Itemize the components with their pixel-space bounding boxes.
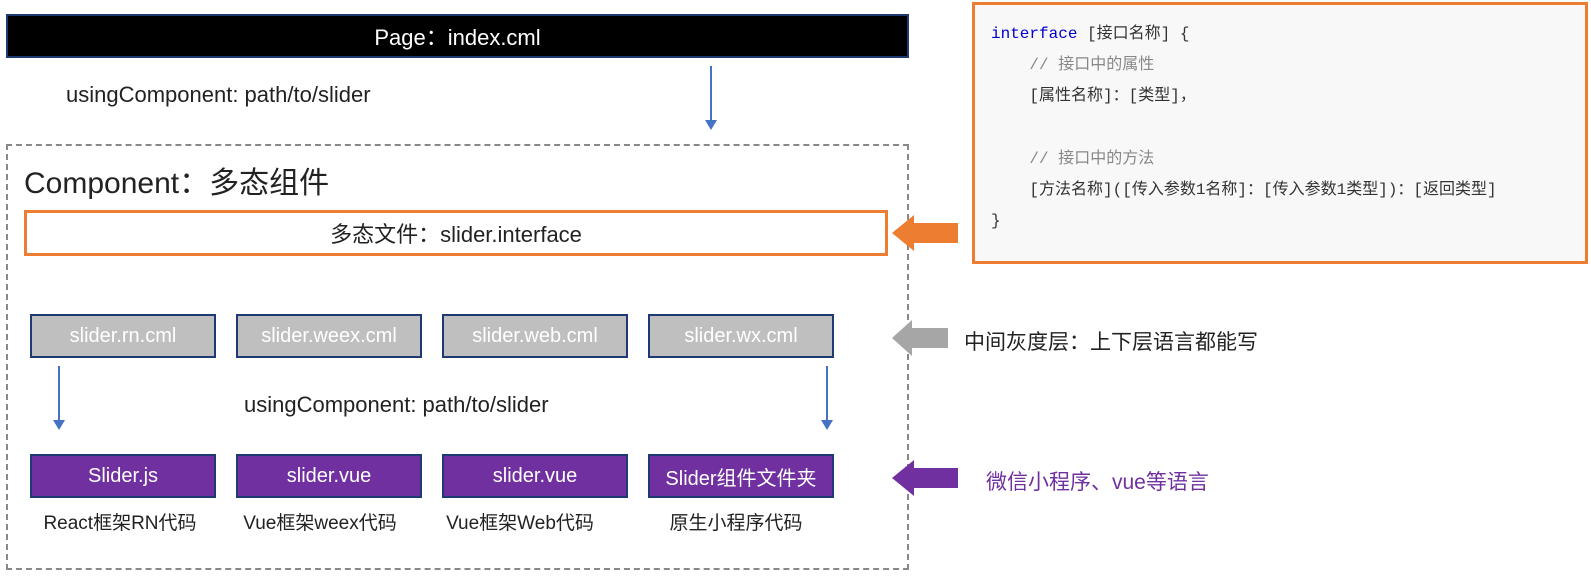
arrow-left-icon (892, 460, 958, 496)
using-component-top-text: usingComponent: path/to/slider (66, 82, 371, 107)
note-gray-text: 中间灰度层：上下层语言都能写 (964, 331, 1258, 354)
impl-caption-text: 原生小程序代码 (669, 513, 802, 534)
impl-caption: React框架RN代码 (20, 508, 220, 535)
cml-box-wx: slider.wx.cml (648, 314, 834, 358)
note-gray: 中间灰度层：上下层语言都能写 (964, 326, 1258, 356)
code-keyword: interface (991, 25, 1077, 43)
code-text: [接口名称] { (1077, 25, 1189, 43)
page-bar: Page：index.cml (6, 14, 909, 58)
impl-caption-text: React框架RN代码 (43, 513, 196, 534)
impl-caption: 原生小程序代码 (636, 508, 836, 535)
using-component-mid: usingComponent: path/to/slider (244, 392, 549, 418)
code-comment: // 接口中的属性 (991, 56, 1154, 74)
impl-box-rn: Slider.js (30, 454, 216, 498)
impl-box-label: slider.vue (493, 465, 578, 488)
using-component-mid-text: usingComponent: path/to/slider (244, 392, 549, 417)
using-component-top: usingComponent: path/to/slider (66, 82, 371, 108)
impl-box-weex: slider.vue (236, 454, 422, 498)
impl-box-label: Slider组件文件夹 (665, 462, 816, 491)
interface-bar: 多态文件：slider.interface (24, 210, 888, 256)
note-purple: 微信小程序、vue等语言 (986, 466, 1209, 496)
impl-box-web: slider.vue (442, 454, 628, 498)
impl-caption: Vue框架Web代码 (420, 508, 620, 535)
cml-box-label: slider.weex.cml (261, 325, 397, 348)
page-bar-label: Page：index.cml (374, 20, 540, 52)
interface-bar-label: 多态文件：slider.interface (330, 217, 582, 249)
impl-caption: Vue框架weex代码 (220, 508, 420, 535)
code-text: [方法名称]([传入参数1名称]：[传入参数1类型])：[返回类型] (991, 181, 1497, 199)
cml-box-rn: slider.rn.cml (30, 314, 216, 358)
component-title-text: Component：多态组件 (24, 167, 329, 200)
code-text: [属性名称]：[类型]， (991, 87, 1196, 105)
impl-caption-text: Vue框架Web代码 (446, 513, 594, 534)
impl-box-wx: Slider组件文件夹 (648, 454, 834, 498)
code-text: } (991, 212, 1001, 230)
impl-box-label: Slider.js (88, 465, 158, 488)
cml-box-label: slider.rn.cml (70, 325, 177, 348)
cml-box-label: slider.wx.cml (684, 325, 797, 348)
note-purple-text: 微信小程序、vue等语言 (986, 471, 1209, 494)
component-title: Component：多态组件 (24, 158, 329, 202)
cml-box-web: slider.web.cml (442, 314, 628, 358)
cml-box-label: slider.web.cml (472, 325, 598, 348)
arrow-left-icon (892, 320, 948, 356)
code-comment: // 接口中的方法 (991, 150, 1154, 168)
impl-box-label: slider.vue (287, 465, 372, 488)
impl-caption-text: Vue框架weex代码 (243, 513, 396, 534)
arrow-left-icon (892, 215, 958, 251)
code-panel: interface [接口名称] { // 接口中的属性 [属性名称]：[类型]… (972, 2, 1588, 264)
cml-box-weex: slider.weex.cml (236, 314, 422, 358)
